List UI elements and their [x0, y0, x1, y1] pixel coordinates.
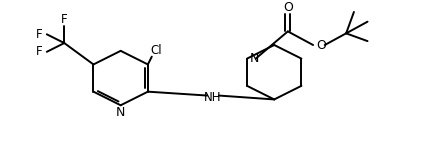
- Text: NH: NH: [204, 91, 222, 104]
- Text: F: F: [36, 28, 42, 41]
- Text: O: O: [283, 1, 293, 14]
- Text: N: N: [116, 106, 125, 119]
- Text: F: F: [61, 13, 68, 26]
- Text: Cl: Cl: [151, 44, 162, 57]
- Text: F: F: [36, 45, 42, 58]
- Text: O: O: [316, 38, 326, 52]
- Text: N: N: [250, 52, 259, 65]
